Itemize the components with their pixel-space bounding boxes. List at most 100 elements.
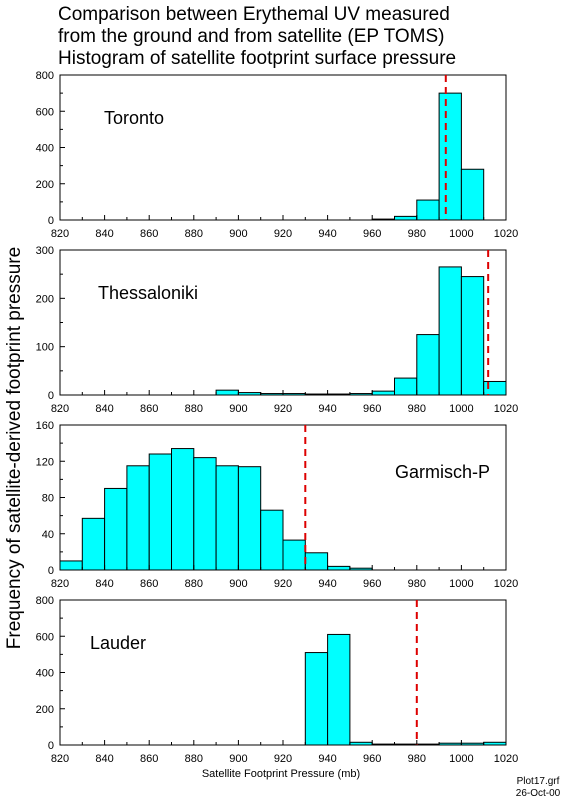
footer-file-name: Plot17.grf <box>517 776 560 787</box>
y-tick-label: 800 <box>36 595 54 607</box>
panel-garmisch-p: 820 840 860 880 900 920 940 960 980 1000 1020 0 40 80… <box>36 420 519 590</box>
x-tick-label: 860 <box>140 403 158 415</box>
x-tick-label: 1020 <box>494 403 518 415</box>
histogram-bar <box>171 448 195 571</box>
histogram-bar <box>416 199 440 221</box>
x-tick-label: 980 <box>408 228 426 240</box>
histogram-panels: 820 840 860 880 900 920 940 960 980 1000 102002004… <box>36 70 519 765</box>
x-tick-label: 840 <box>95 403 113 415</box>
x-tick-label: 880 <box>185 403 203 415</box>
histogram-bar <box>371 390 396 396</box>
histogram-bar <box>327 565 351 571</box>
y-tick-label: 400 <box>36 143 54 155</box>
y-tick-label: 80 <box>42 493 54 505</box>
histogram-bar <box>438 742 462 746</box>
y-tick-label: 100 <box>36 342 54 354</box>
histogram-bar <box>304 393 329 396</box>
histogram-bar <box>126 465 150 571</box>
plot-frame <box>59 599 507 746</box>
x-tick-label: 880 <box>185 578 203 590</box>
histogram-bar <box>483 380 507 396</box>
x-tick-label: 980 <box>408 578 426 590</box>
histogram-bar <box>394 377 418 396</box>
histogram-bar <box>260 509 284 571</box>
x-tick-label: 880 <box>185 753 203 765</box>
y-tick-label: 200 <box>36 179 54 191</box>
x-tick-label: 1020 <box>494 578 518 590</box>
x-tick-label: 940 <box>318 578 336 590</box>
x-tick-label: 960 <box>363 753 381 765</box>
histogram-bar <box>460 276 485 396</box>
y-tick-label: 600 <box>36 631 54 643</box>
x-tick-label: 840 <box>95 753 113 765</box>
histogram-bar <box>237 466 262 571</box>
x-tick-label: 820 <box>51 753 69 765</box>
x-tick-label: 900 <box>229 578 247 590</box>
y-tick-label: 160 <box>36 420 54 432</box>
panel-thessaloniki: 820 840 860 880 900 920 940 960 980 1000 1020 0 100 2… <box>36 245 519 415</box>
histogram-bar <box>460 168 485 221</box>
x-tick-label: 1000 <box>449 228 473 240</box>
histogram-bar <box>215 465 239 571</box>
y-tick-label: 800 <box>36 70 54 82</box>
histogram-bar <box>282 539 306 571</box>
x-tick-label: 1000 <box>449 753 473 765</box>
x-tick-label: 900 <box>229 753 247 765</box>
panel-lauder: 820 840 860 880 900 920 940 960 980 1000 1020 0 200 4… <box>36 595 519 765</box>
histogram-bar <box>460 742 485 746</box>
y-tick-label: 0 <box>48 740 54 752</box>
y-tick-label: 300 <box>36 245 54 257</box>
y-tick-label: 0 <box>48 565 54 577</box>
x-tick-label: 880 <box>185 228 203 240</box>
y-tick-label: 600 <box>36 106 54 118</box>
histogram-bar <box>438 266 462 396</box>
x-tick-label: 820 <box>51 403 69 415</box>
y-axis-label: Frequency of satellite-derived footprint… <box>4 247 25 649</box>
histogram-bar <box>349 393 373 396</box>
histogram-bar <box>327 633 351 746</box>
histogram-bar <box>394 743 418 746</box>
x-axis-label: Satellite Footprint Pressure (mb) <box>202 768 360 780</box>
station-label: Garmisch-P <box>395 462 490 482</box>
x-tick-label: 900 <box>229 403 247 415</box>
x-tick-label: 980 <box>408 753 426 765</box>
figure-title: Comparison between Erythemal UV measured… <box>58 4 456 69</box>
x-tick-label: 1020 <box>494 753 518 765</box>
y-tick-label: 200 <box>36 704 54 716</box>
y-tick-label: 40 <box>42 529 54 541</box>
histogram-bar <box>304 652 329 746</box>
title-line-2: from the ground and from satellite (EP T… <box>58 26 445 47</box>
y-tick-label: 120 <box>36 456 54 468</box>
histogram-bar <box>416 743 440 746</box>
x-tick-label: 960 <box>363 228 381 240</box>
histogram-bar <box>104 487 128 571</box>
x-tick-label: 840 <box>95 228 113 240</box>
x-tick-label: 940 <box>318 228 336 240</box>
x-tick-label: 820 <box>51 578 69 590</box>
x-tick-label: 860 <box>140 753 158 765</box>
histogram-bar <box>371 743 396 746</box>
x-tick-label: 920 <box>274 578 292 590</box>
histogram-bar <box>193 457 217 571</box>
footer-date: 26-Oct-00 <box>516 788 561 799</box>
x-tick-label: 920 <box>274 228 292 240</box>
histogram-bar <box>483 741 507 746</box>
x-tick-label: 1020 <box>494 228 518 240</box>
x-tick-label: 840 <box>95 578 113 590</box>
station-label: Toronto <box>104 108 164 128</box>
y-tick-label: 0 <box>48 390 54 402</box>
x-tick-label: 920 <box>274 403 292 415</box>
x-tick-label: 820 <box>51 228 69 240</box>
histogram-bar <box>416 334 440 396</box>
y-tick-label: 0 <box>48 215 54 227</box>
histogram-bar <box>438 92 462 221</box>
histogram-bar <box>349 567 373 571</box>
histogram-bar <box>394 215 418 221</box>
histogram-bar <box>237 392 262 396</box>
histogram-bar <box>59 560 83 571</box>
x-tick-label: 960 <box>363 578 381 590</box>
histogram-bar <box>81 517 106 571</box>
x-tick-label: 940 <box>318 753 336 765</box>
histogram-bar <box>327 393 351 396</box>
